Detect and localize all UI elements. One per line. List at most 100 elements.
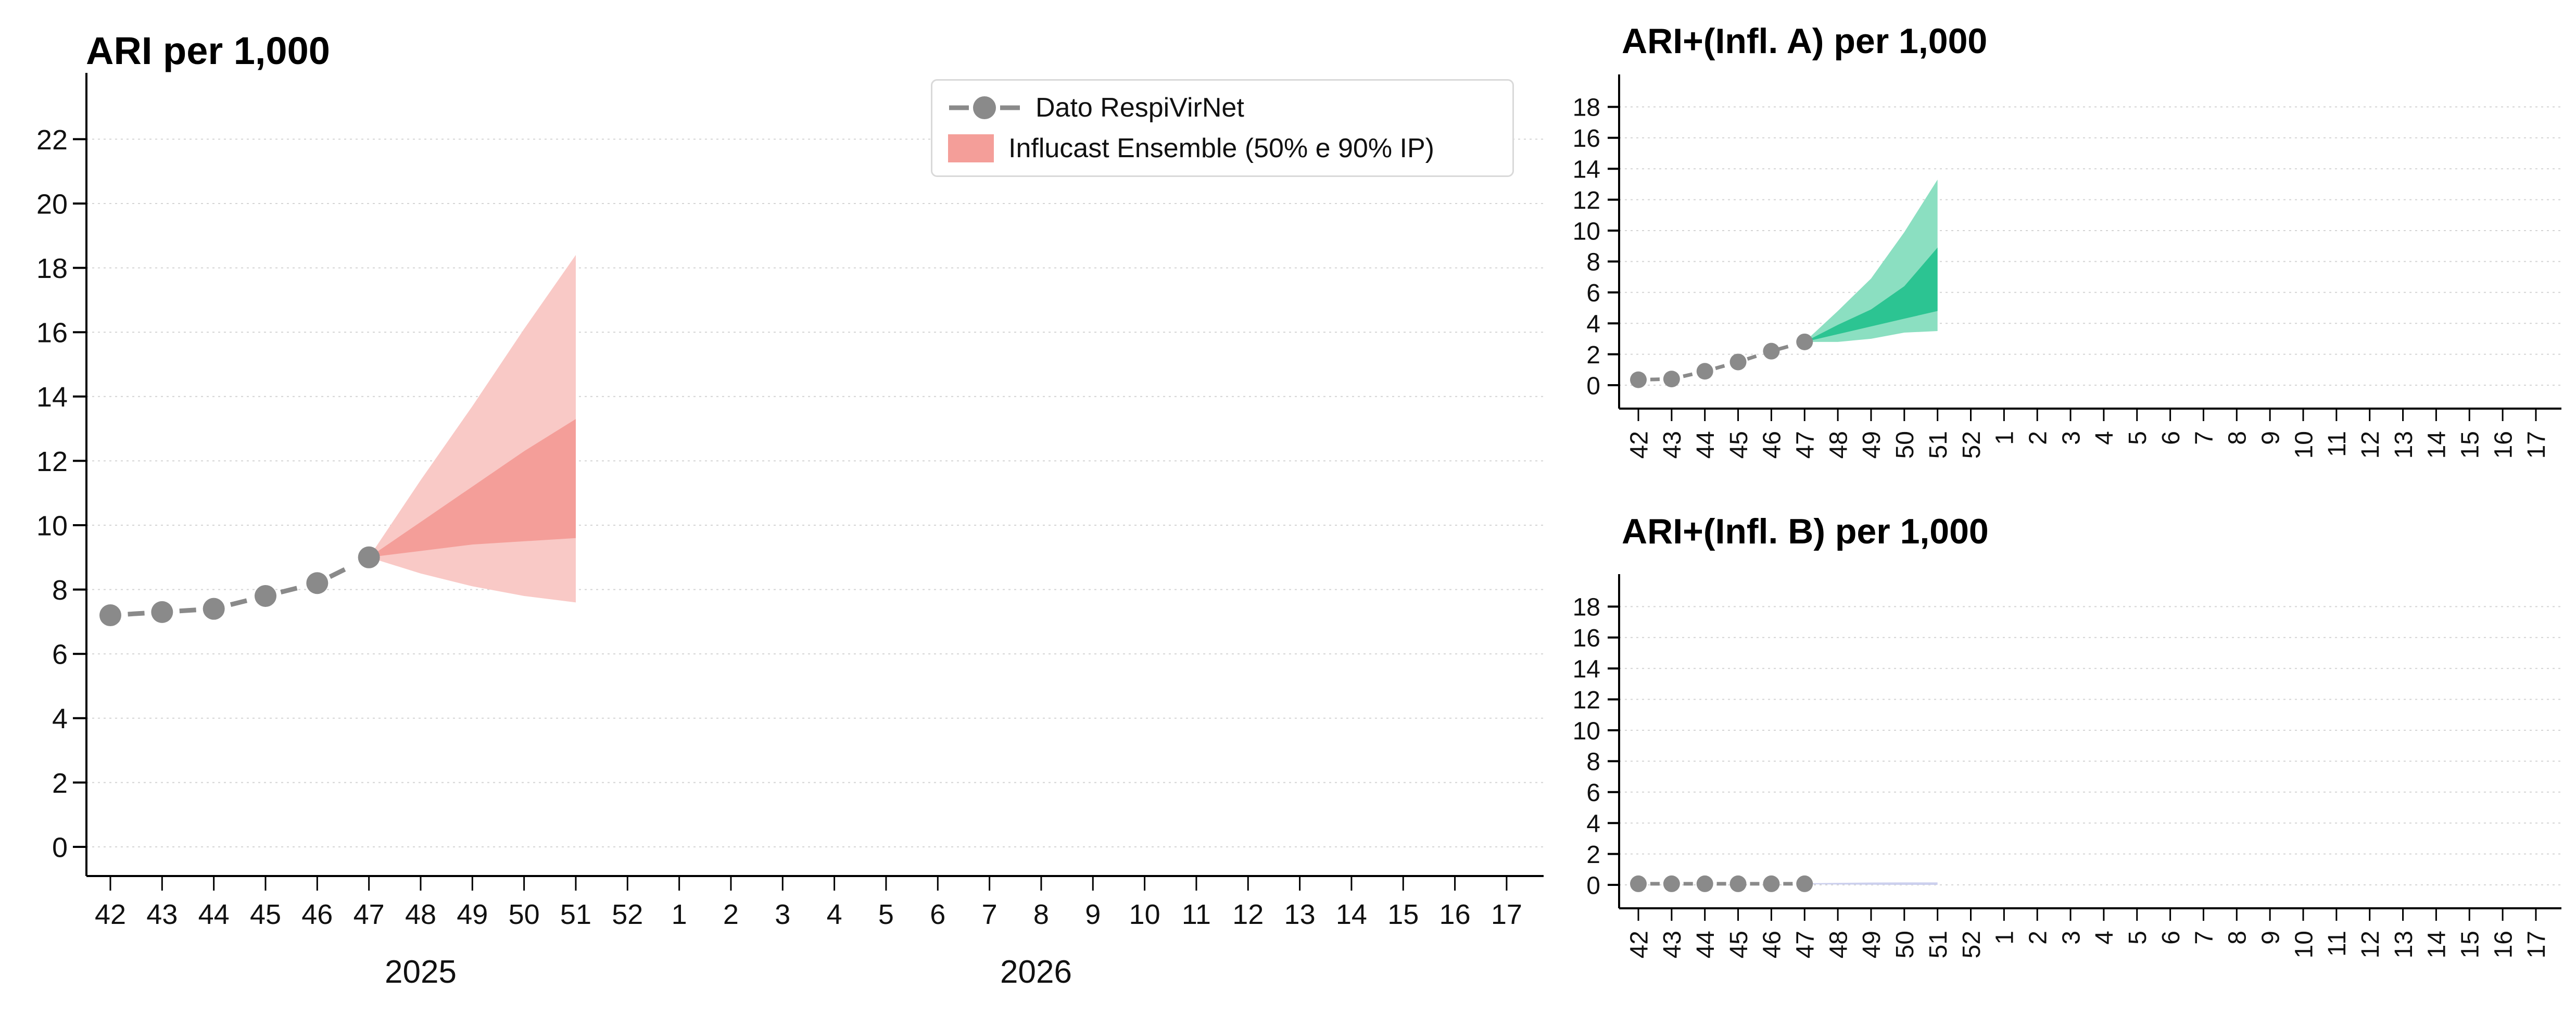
infl_a-observed-point — [1663, 371, 1680, 388]
svg-text:43: 43 — [146, 899, 178, 930]
svg-text:6: 6 — [2157, 931, 2185, 945]
dot-dashed-line-icon — [949, 96, 1020, 119]
svg-text:18: 18 — [36, 253, 68, 284]
svg-text:8: 8 — [1586, 249, 1600, 276]
svg-text:48: 48 — [405, 899, 436, 930]
svg-text:1: 1 — [1991, 931, 2019, 945]
infl_a-observed-point — [1696, 363, 1713, 380]
svg-text:5: 5 — [2124, 931, 2152, 945]
svg-text:50: 50 — [509, 899, 540, 930]
svg-text:1: 1 — [1991, 431, 2019, 445]
svg-text:16: 16 — [2490, 931, 2517, 958]
svg-text:47: 47 — [1792, 431, 1820, 459]
svg-text:42: 42 — [1625, 431, 1653, 459]
svg-text:4: 4 — [2091, 431, 2118, 445]
svg-text:2: 2 — [2024, 931, 2052, 945]
main-chart-title: ARI per 1,000 — [86, 29, 330, 72]
svg-text:16: 16 — [2490, 431, 2517, 459]
svg-text:22: 22 — [36, 124, 68, 156]
svg-text:49: 49 — [1858, 931, 1886, 958]
legend-item-ensemble: Influcast Ensemble (50% e 90% IP) — [948, 133, 1497, 164]
svg-text:7: 7 — [2191, 931, 2218, 945]
svg-text:0: 0 — [1586, 372, 1600, 400]
svg-text:49: 49 — [457, 899, 488, 930]
svg-text:13: 13 — [1284, 899, 1316, 930]
svg-text:5: 5 — [878, 899, 894, 930]
svg-text:3: 3 — [2057, 931, 2085, 945]
svg-text:12: 12 — [36, 446, 68, 477]
main-observed-point — [358, 546, 380, 568]
year-label-2026: 2026 — [1000, 954, 1072, 990]
legend: Dato RespiVirNet Influcast Ensemble (50%… — [931, 79, 1514, 177]
svg-text:42: 42 — [1625, 931, 1653, 958]
svg-text:52: 52 — [1958, 431, 1986, 459]
svg-text:17: 17 — [2523, 431, 2550, 459]
svg-text:45: 45 — [1725, 431, 1753, 459]
svg-text:15: 15 — [2457, 931, 2484, 958]
svg-text:10: 10 — [1573, 218, 1600, 245]
svg-text:17: 17 — [2523, 931, 2550, 958]
svg-text:15: 15 — [1387, 899, 1419, 930]
influenza-a-chart-title: ARI+(Infl. A) per 1,000 — [1622, 21, 1988, 61]
main-band-50 — [369, 419, 576, 557]
svg-text:15: 15 — [2457, 431, 2484, 459]
svg-text:12: 12 — [2357, 931, 2384, 958]
svg-text:10: 10 — [36, 510, 68, 541]
svg-text:14: 14 — [2423, 431, 2451, 459]
svg-text:4: 4 — [1586, 310, 1600, 338]
infl_a-observed-point — [1796, 333, 1813, 350]
svg-text:0: 0 — [1586, 872, 1600, 899]
svg-text:18: 18 — [1573, 594, 1600, 621]
svg-text:46: 46 — [1759, 431, 1786, 459]
svg-text:6: 6 — [2157, 431, 2185, 445]
svg-text:44: 44 — [1692, 431, 1720, 459]
legend-label-observed: Dato RespiVirNet — [1036, 93, 1244, 123]
svg-text:6: 6 — [52, 639, 68, 670]
infl_b-band-90 — [1804, 882, 1938, 885]
svg-text:8: 8 — [1586, 748, 1600, 776]
infl_b-observed-point — [1696, 875, 1713, 892]
svg-text:9: 9 — [1085, 899, 1101, 930]
svg-text:14: 14 — [1573, 655, 1600, 683]
svg-text:12: 12 — [2357, 431, 2384, 459]
svg-text:9: 9 — [2257, 431, 2284, 445]
svg-text:9: 9 — [2257, 931, 2284, 945]
svg-text:6: 6 — [1586, 779, 1600, 807]
svg-text:16: 16 — [1573, 625, 1600, 652]
svg-text:8: 8 — [2224, 931, 2252, 945]
svg-text:4: 4 — [2091, 931, 2118, 945]
svg-text:14: 14 — [1336, 899, 1367, 930]
infl_a-observed-point — [1630, 371, 1647, 388]
svg-text:6: 6 — [1586, 280, 1600, 307]
year-label-2025: 2025 — [385, 954, 457, 990]
svg-text:11: 11 — [2324, 431, 2351, 457]
svg-text:2: 2 — [52, 768, 68, 799]
svg-text:11: 11 — [1182, 899, 1211, 930]
infl_b-observed-point — [1663, 875, 1680, 892]
svg-text:50: 50 — [1891, 931, 1919, 958]
svg-text:51: 51 — [1925, 931, 1952, 958]
infl_b-observed-point — [1729, 875, 1747, 892]
svg-text:5: 5 — [2124, 431, 2152, 445]
svg-text:52: 52 — [612, 899, 643, 930]
svg-text:10: 10 — [2290, 931, 2318, 958]
svg-text:43: 43 — [1659, 931, 1686, 958]
svg-text:8: 8 — [2224, 431, 2252, 445]
svg-text:48: 48 — [1825, 931, 1852, 958]
svg-text:10: 10 — [1573, 717, 1600, 745]
svg-text:47: 47 — [1792, 931, 1820, 958]
infl_a-band-50 — [1804, 247, 1938, 342]
svg-text:44: 44 — [1692, 931, 1720, 958]
svg-text:13: 13 — [2390, 431, 2418, 459]
svg-text:3: 3 — [2057, 431, 2085, 445]
infl_a-observed-point — [1763, 342, 1780, 360]
svg-text:12: 12 — [1573, 687, 1600, 714]
legend-label-ensemble: Influcast Ensemble (50% e 90% IP) — [1008, 133, 1434, 163]
svg-text:45: 45 — [250, 899, 281, 930]
svg-text:46: 46 — [301, 899, 333, 930]
svg-text:3: 3 — [775, 899, 790, 930]
svg-text:47: 47 — [353, 899, 385, 930]
